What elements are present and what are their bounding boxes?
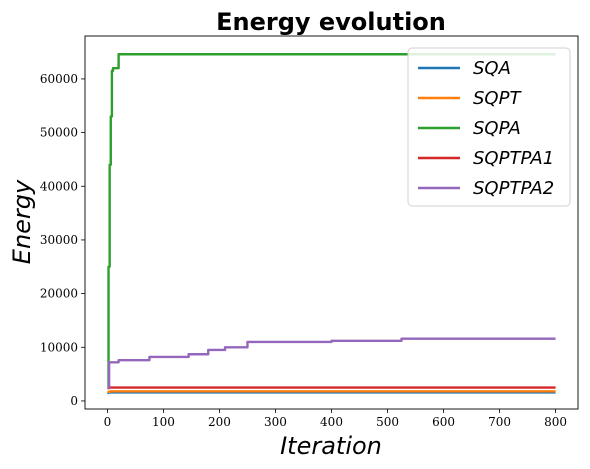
x-axis-label: Iteration (280, 432, 382, 460)
legend-label: SQPA (473, 118, 521, 139)
x-tick-label: 100 (152, 415, 175, 429)
legend-label: SQPT (473, 88, 522, 109)
y-tick-label: 0 (70, 394, 78, 408)
x-tick-label: 800 (544, 415, 567, 429)
series-line-sqptpa2 (107, 339, 555, 388)
y-tick-label: 60000 (40, 72, 78, 86)
x-tick-label: 0 (104, 415, 112, 429)
x-tick-label: 500 (376, 415, 399, 429)
x-tick-label: 600 (432, 415, 455, 429)
series-line-sqpt (107, 391, 555, 392)
x-tick-label: 200 (208, 415, 231, 429)
legend-label: SQPTPA2 (473, 178, 554, 199)
chart-title: Energy evolution (216, 8, 446, 36)
legend-label: SQA (473, 58, 511, 79)
legend: SQA SQPT SQPA SQPTPA1 SQPTPA2 (408, 48, 570, 206)
y-axis-label: Energy (8, 179, 36, 264)
x-tick-label: 300 (264, 415, 287, 429)
y-tick-label: 30000 (40, 233, 78, 247)
y-tick-label: 50000 (40, 126, 78, 140)
legend-label: SQPTPA1 (473, 148, 554, 169)
x-tick-label: 400 (320, 415, 343, 429)
x-tick-label: 700 (488, 415, 511, 429)
y-tick-label: 10000 (40, 340, 78, 354)
series-line-sqptpa1 (107, 388, 555, 389)
y-tick-label: 40000 (40, 179, 78, 193)
y-tick-label: 20000 (40, 287, 78, 301)
